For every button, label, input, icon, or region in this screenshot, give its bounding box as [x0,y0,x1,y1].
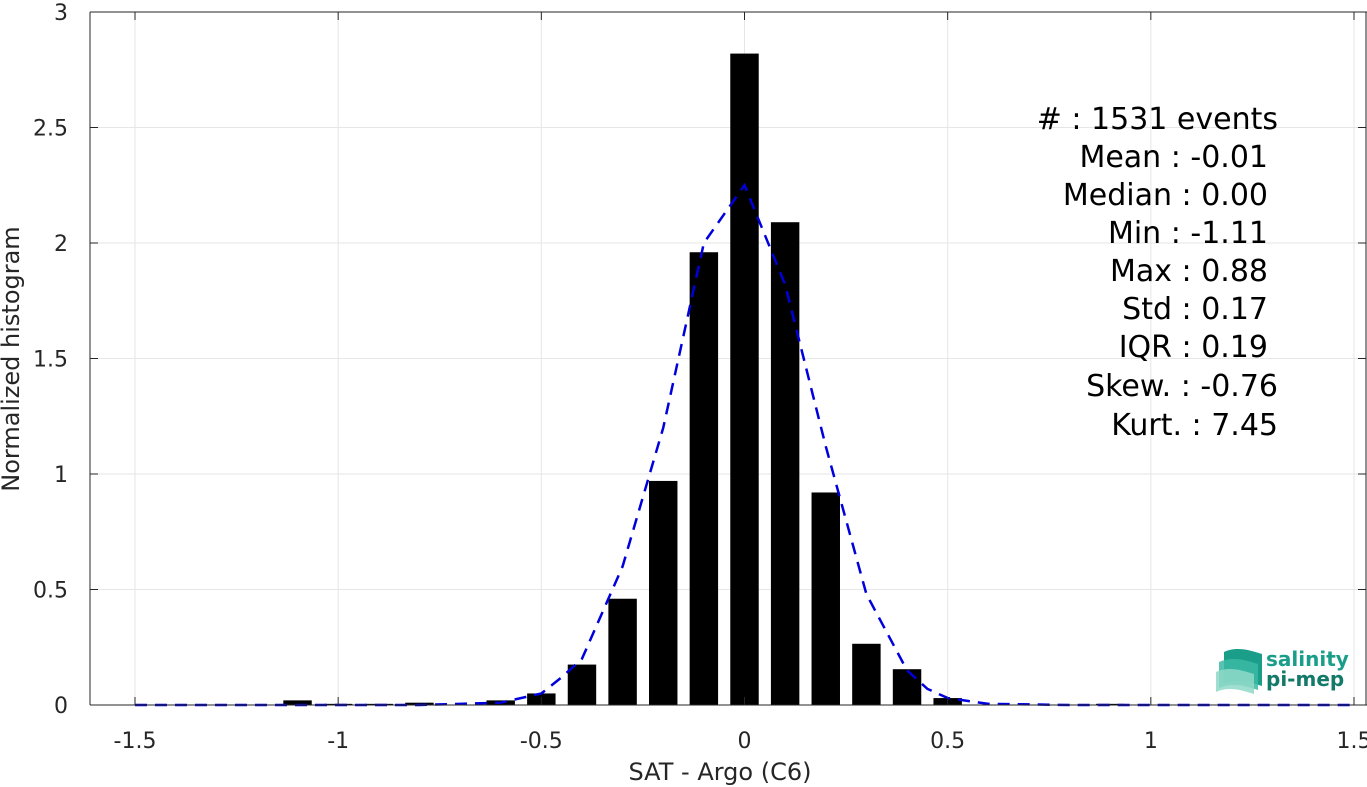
x-tick-label: 1.5 [1337,729,1367,754]
logo-text-salinity: salinity [1266,647,1349,671]
histogram-bar [689,252,719,706]
x-axis-label: SAT - Argo (C6) [629,758,812,786]
stat-median: Median : 0.00 [1063,178,1268,213]
histogram-bar [811,492,840,705]
wave-logo-icon [1216,648,1262,694]
stat-events: # : 1531 events [1037,102,1278,137]
stat-min: Min : -1.11 [1108,216,1268,251]
y-tick-label: 0.5 [33,579,68,604]
y-ticks: 0 0.5 1 1.5 2 2.5 3 [33,1,1366,719]
histogram-bar [1095,703,1125,705]
histogram-bar [730,53,759,705]
x-tick-label: -1.5 [114,729,157,754]
x-tick-label: 1 [1144,729,1158,754]
fit-curve [135,182,1354,707]
x-tick-label: 0.5 [930,729,965,754]
y-tick-label: 1 [54,463,68,488]
stats-box: # : 1531 events Mean : -0.01 Median : 0.… [1037,102,1278,443]
histogram-bar [608,598,637,705]
stat-skew: Skew. : -0.76 [1086,369,1278,404]
stat-std: Std : 0.17 [1122,292,1268,327]
histogram-bar [649,480,678,705]
x-tick-label: -1 [327,729,349,754]
stat-max: Max : 0.88 [1110,254,1268,289]
y-tick-label: 3 [54,1,68,26]
histogram-bar [892,669,922,705]
y-tick-label: 0 [54,694,68,719]
y-axis-label: Normalized histogram [0,226,25,491]
bars [283,53,1125,706]
y-tick-label: 2 [54,232,68,257]
histogram-bar [283,700,312,705]
stat-kurt: Kurt. : 7.45 [1111,408,1278,443]
x-ticks: -1.5 -1 -0.5 0 0.5 1 1.5 [114,12,1367,754]
fit-curve-line [135,182,1354,707]
y-tick-label: 2.5 [33,117,68,142]
y-tick-label: 1.5 [33,348,68,373]
histogram-bar [567,664,597,705]
histogram-bar [852,643,881,705]
stat-iqr: IQR : 0.19 [1119,330,1268,365]
logo-text-pi-mep: pi-mep [1266,667,1344,691]
salinity-pi-mep-logo: salinity pi-mep [1216,647,1349,694]
x-tick-label: 0 [738,729,752,754]
histogram-bar [770,222,800,705]
x-tick-label: -0.5 [520,729,563,754]
stat-mean: Mean : -0.01 [1079,140,1268,175]
